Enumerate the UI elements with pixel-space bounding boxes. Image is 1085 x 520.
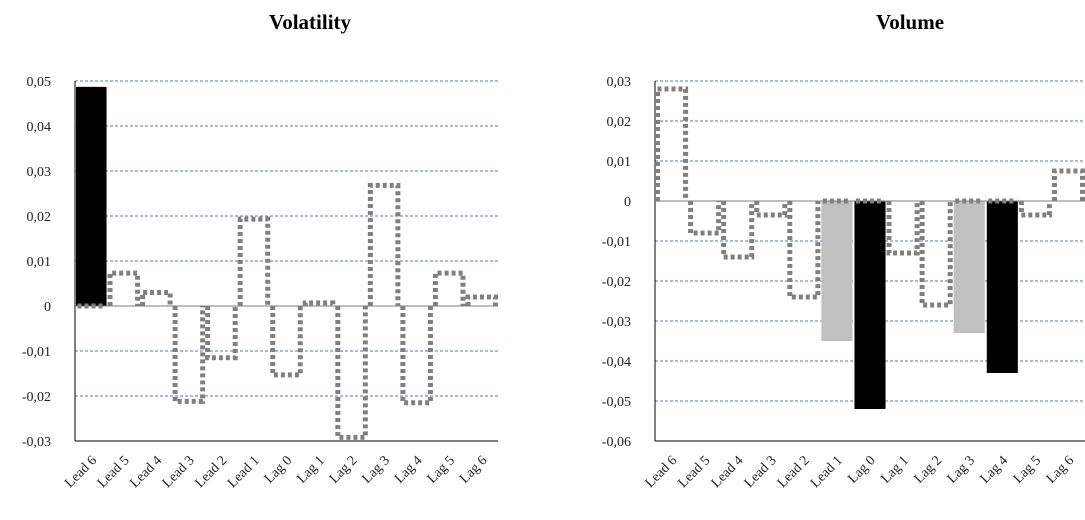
volume-x-tick-label: Lead 5: [676, 453, 714, 491]
volatility-dotted-bar: [107, 270, 141, 306]
volume-x-tick-label: Lead 4: [709, 453, 747, 491]
volatility-y-tick-label: -0,02: [22, 390, 51, 405]
volatility-dotted-bar: [432, 270, 466, 306]
volume-dotted-bar: [919, 201, 953, 308]
volume-dotted-bar: [1018, 201, 1052, 218]
volatility-black-bar: [76, 86, 107, 306]
volatility-y-tick-label: -0,01: [22, 345, 51, 360]
volume-y-tick-label: -0,04: [602, 355, 631, 370]
volatility-y-tick-label: 0: [44, 300, 51, 315]
volume-y-tick-label: -0,01: [602, 235, 631, 250]
volume-dotted-bar: [688, 201, 722, 236]
volume-x-tick-label: Lag 0: [845, 453, 878, 486]
volatility-dotted-bar: [367, 182, 401, 306]
volume-x-tick-label: Lag 2: [912, 453, 945, 486]
volume-x-tick-label: Lag 1: [878, 453, 911, 486]
volume-dotted-bar: [721, 201, 755, 260]
volume-x-tick-label: Lag 3: [945, 453, 978, 486]
volume-x-tick-label: Lag 4: [978, 453, 1011, 486]
volume-chart-title: Volume: [875, 10, 945, 34]
volume-y-tick-label: 0,03: [607, 75, 632, 90]
volatility-dotted-bar: [205, 306, 238, 361]
volume-black-bar: [986, 201, 1018, 373]
volume-x-tick-label: Lag 5: [1011, 453, 1044, 486]
volatility-y-tick-label: 0,01: [27, 255, 52, 270]
volume-x-tick-label: Lead 2: [775, 453, 813, 491]
volume-dotted-bar: [787, 201, 821, 300]
volume-x-tick-label: Lead 6: [643, 453, 681, 491]
volume-dotted-bar: [1051, 168, 1085, 201]
volatility-y-tick-label: 0,02: [27, 210, 52, 225]
volume-y-tick-label: -0,03: [602, 315, 631, 330]
volatility-dotted-bar: [237, 216, 271, 306]
volume-gray-bar: [821, 201, 853, 341]
volume-y-tick-label: 0,01: [607, 155, 632, 170]
volatility-chart-title: Volatility: [268, 10, 352, 34]
volume-x-tick-label: Lead 1: [808, 453, 846, 491]
volume-y-tick-label: -0,05: [602, 395, 631, 410]
volume-x-tick-label: Lead 3: [742, 453, 780, 491]
volume-y-tick-label: 0,02: [607, 115, 632, 130]
volatility-y-tick-label: -0,03: [22, 435, 51, 450]
volume-black-bar: [854, 201, 886, 409]
volume-y-tick-label: -0,02: [602, 275, 631, 290]
volume-y-tick-label: 0: [624, 195, 631, 210]
volatility-dotted-bar: [335, 306, 368, 440]
volatility-y-tick-label: 0,05: [27, 75, 52, 90]
volatility-dotted-bar: [172, 306, 206, 404]
volatility-y-tick-label: 0,04: [27, 120, 52, 135]
volume-gray-bar: [953, 201, 985, 333]
volume-y-tick-label: -0,06: [602, 435, 631, 450]
volume-dotted-bar: [754, 201, 788, 218]
volatility-dotted-bar: [465, 294, 498, 306]
volume-dotted-bar: [655, 86, 689, 201]
volatility-y-tick-label: 0,03: [27, 165, 52, 180]
volume-dotted-bar: [886, 201, 920, 256]
volume-x-tick-label: Lag 6: [1044, 453, 1077, 486]
volatility-dotted-bar: [302, 300, 336, 306]
